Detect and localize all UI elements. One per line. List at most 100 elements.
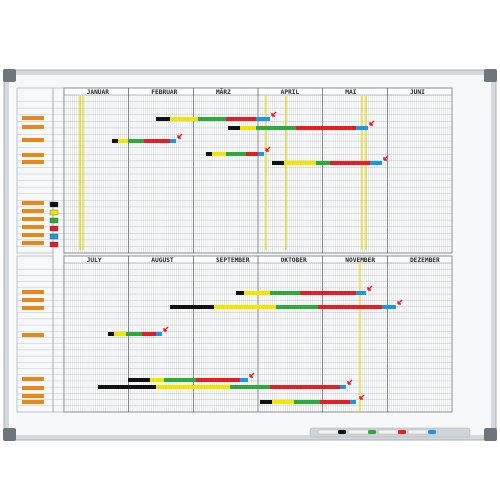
timeline-segment-yellow [118,139,128,143]
timeline-segment-black [260,400,272,404]
month-label: OKTOBER [281,257,307,264]
row-label-tag [22,298,44,302]
deadline-arrow-magnet [347,379,353,385]
deadline-arrow-magnet [397,299,403,305]
row-label-tag [22,201,44,205]
timeline-segment-black [170,305,214,309]
deadline-arrow-magnet [367,285,373,291]
timeline-segment-green [270,291,300,295]
timeline-segment-blue [356,291,366,295]
timeline-segment-black [228,126,240,130]
row-label-tag [22,400,44,404]
row-label-tag [22,138,44,142]
row-label-tag [22,225,44,229]
row-label-tag [22,394,44,398]
month-label: JANUAR [87,89,110,96]
timeline-segment-yellow [114,332,126,336]
deadline-arrow-magnet [249,372,255,378]
timeline-segment-green [126,332,142,336]
timeline-bar-layer [98,111,403,404]
month-label: MÄRZ [216,87,231,96]
timeline-segment-red [270,385,340,389]
row-label-tag [22,290,44,294]
row-label-tag [22,233,44,237]
deadline-arrow-magnet [383,155,389,161]
timeline-segment-black [156,117,170,121]
deadline-arrow-magnet [359,394,365,400]
legend-magnet-blue [49,233,59,240]
timeline-segment-yellow [214,305,276,309]
grid-layer [16,87,453,413]
month-label: JUNI [410,89,425,96]
timeline-segment-black [206,152,212,156]
timeline-segment-red [144,139,170,143]
month-label: MAI [345,89,356,96]
timeline-segment-green [226,152,246,156]
timeline-segment-black [128,378,150,382]
timeline-segment-green [230,385,270,389]
timeline-segment-red [142,332,156,336]
timeline-segment-black [98,385,156,389]
timeline-segment-green [316,161,330,165]
corner-cap-top-left [3,69,16,82]
timeline-segment-blue [382,305,396,309]
legend-magnet-black [49,201,59,208]
corner-cap-bottom-right [484,428,497,441]
month-label: AUGUST [151,257,174,264]
month-label: DEZEMBER [410,257,440,264]
marker-cap-black [338,430,346,434]
timeline-segment-blue [356,126,368,130]
timeline-segment-blue [350,400,356,404]
row-label-tag [22,116,44,120]
timeline-segment-yellow [212,152,226,156]
row-label-tag [22,386,44,390]
legend-magnet-yellow [49,209,59,216]
deadline-arrow-magnet [265,146,271,152]
legend-magnet-green [49,217,59,224]
deadline-arrow-magnet [369,120,375,126]
row-label-layer [22,116,59,404]
marker-cap-blue [428,430,436,434]
row-label-tag [22,306,44,310]
timeline-segment-red [226,117,256,121]
timeline-segment-blue [256,117,270,121]
marker-cap-green [368,430,376,434]
timeline-segment-yellow [150,378,164,382]
timeline-segment-red [318,305,382,309]
corner-cap-bottom-left [3,428,16,441]
timeline-segment-black [236,291,244,295]
timeline-segment-yellow [272,400,294,404]
legend-magnet-red [49,225,59,232]
timeline-segment-blue [170,139,176,143]
timeline-segment-black [272,161,284,165]
row-label-tag [22,125,44,129]
timeline-segment-red [300,291,356,295]
timeline-segment-yellow [170,117,198,121]
timeline-segment-blue [370,161,382,165]
timeline-segment-red [196,378,240,382]
marker-cap-red [398,430,406,434]
row-label-tag [22,333,44,337]
row-label-tag [22,241,44,245]
timeline-segment-yellow [240,126,256,130]
timeline-segment-red [330,161,370,165]
deadline-arrow-magnet [177,133,183,139]
timeline-segment-blue [258,152,264,156]
timeline-segment-yellow [284,161,316,165]
month-label: NOVEMBER [345,257,375,264]
marker-tray [309,427,471,438]
corner-cap-top-right [484,69,497,82]
row-label-tag [22,153,44,157]
row-label-tag [22,160,44,164]
row-label-tag [22,209,44,213]
month-header-layer: JANUAR FEBRUAR MÄRZ APRIL MAI JUNI JULY AUGUST S… [87,87,440,264]
timeline-segment-black [112,139,118,143]
timeline-segment-red [320,400,350,404]
deadline-arrow-magnet [271,111,277,117]
timeline-segment-green [128,139,144,143]
month-label: APRIL [281,89,300,96]
timeline-segment-green [256,126,296,130]
timeline-segment-green [294,400,320,404]
